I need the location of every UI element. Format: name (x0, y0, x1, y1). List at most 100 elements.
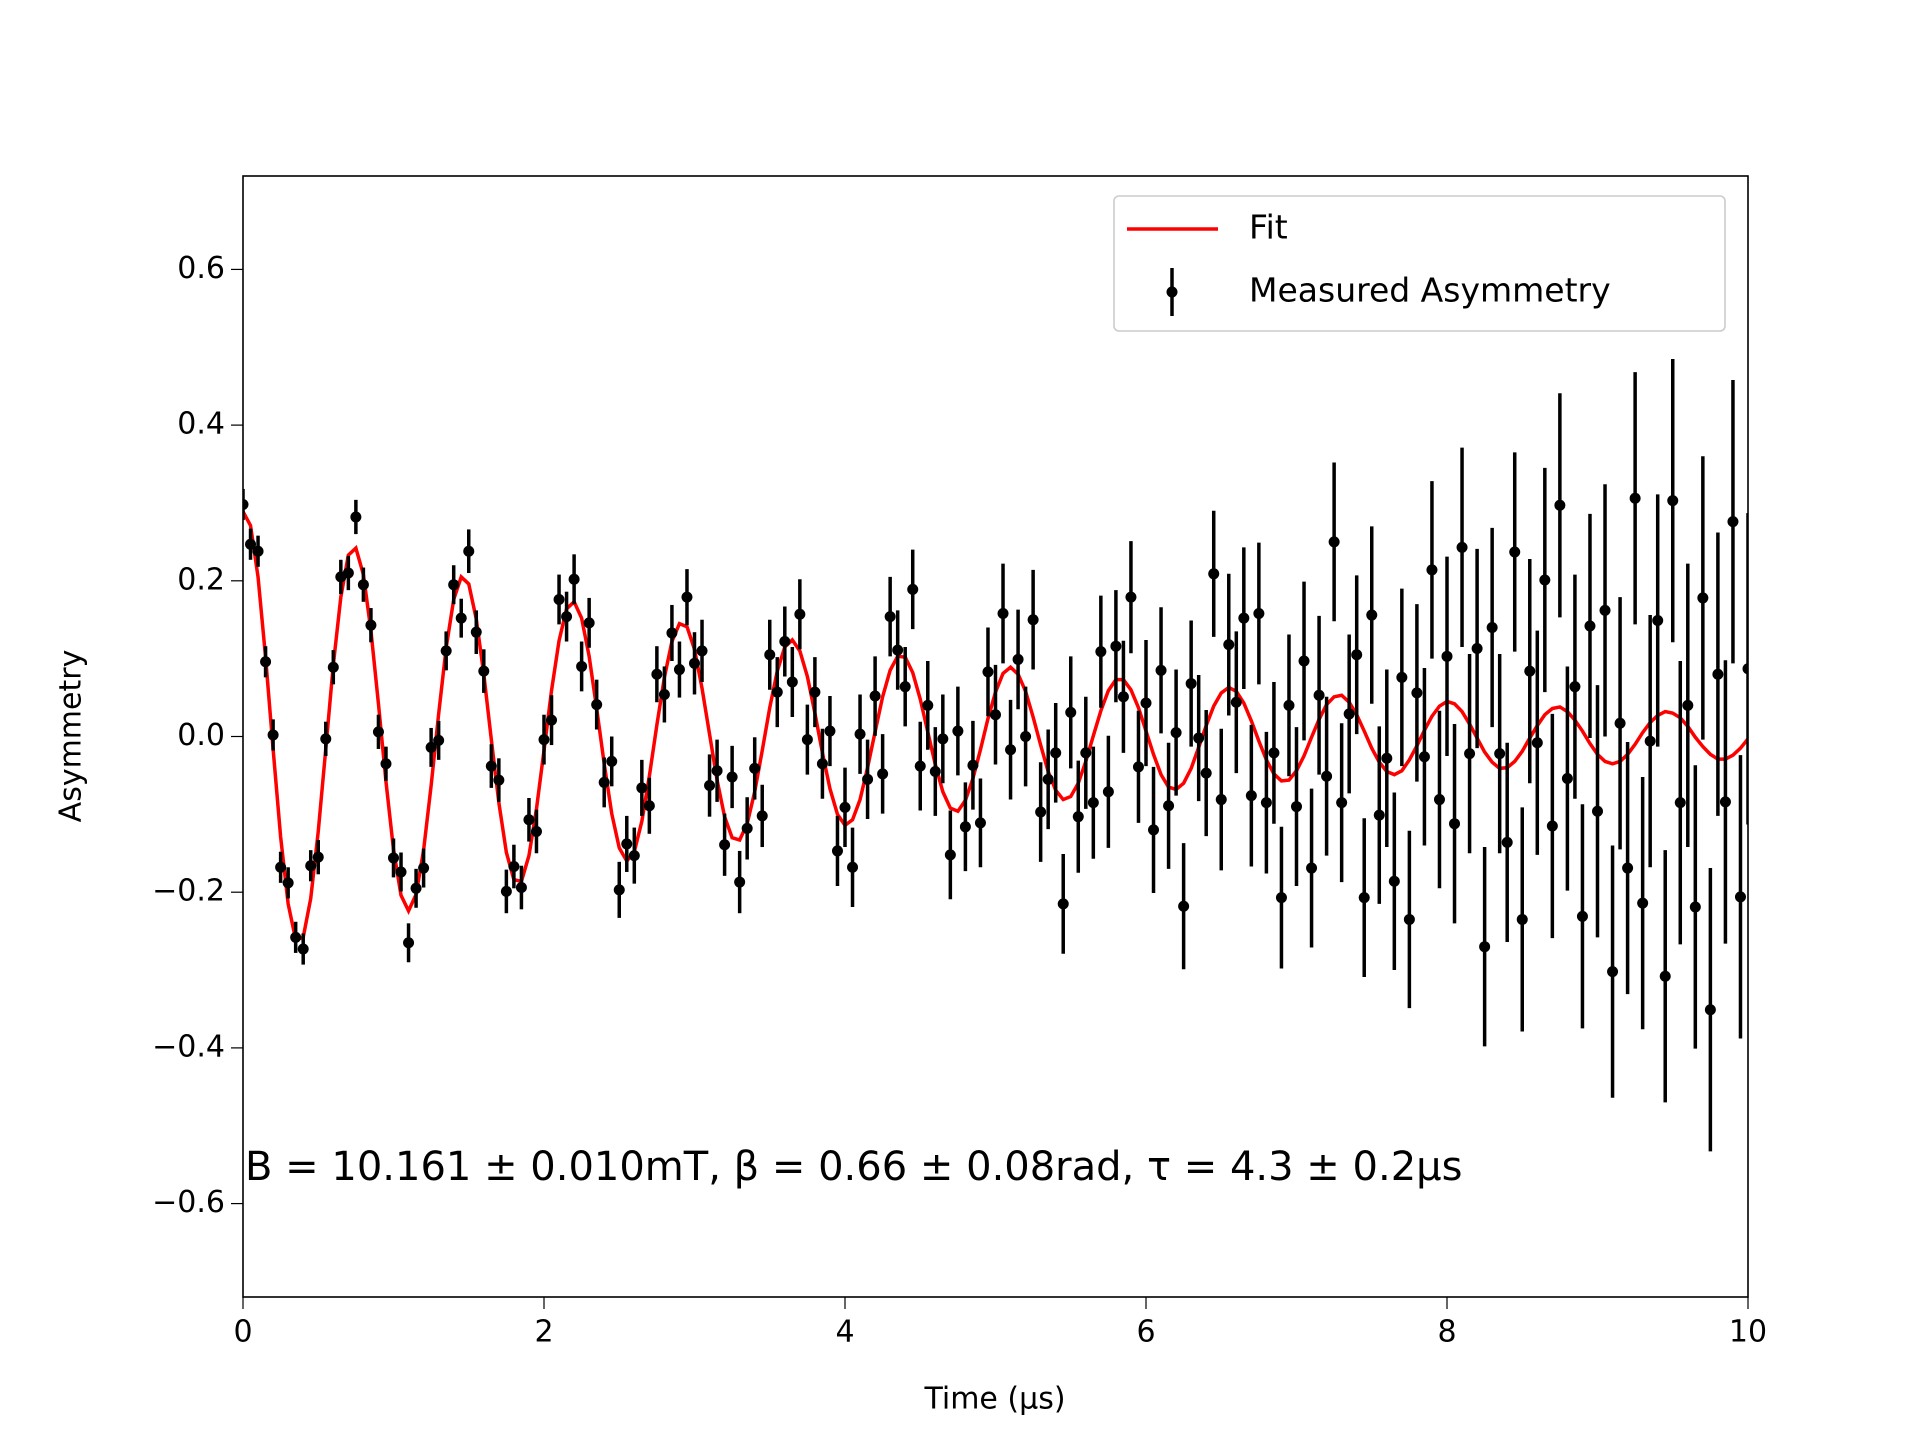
data-point (606, 755, 618, 767)
data-point (372, 726, 384, 738)
data-point (1539, 574, 1551, 586)
data-point (922, 699, 934, 711)
data-point (260, 656, 272, 668)
data-point (252, 545, 264, 557)
y-tick-label: −0.6 (152, 1185, 225, 1220)
data-point (1102, 786, 1114, 798)
x-tick-label: 0 (233, 1315, 252, 1350)
legend-label: Fit (1249, 208, 1288, 247)
data-point (478, 665, 490, 677)
data-point (425, 741, 437, 753)
legend-data-marker (1166, 286, 1178, 298)
data-point (816, 758, 828, 770)
plot-area (243, 358, 1748, 1152)
data-point (1208, 568, 1220, 580)
data-point (1464, 748, 1476, 760)
y-tick-label: −0.4 (152, 1029, 225, 1064)
data-point (1689, 901, 1701, 913)
data-point (929, 766, 941, 778)
data-point (613, 884, 625, 896)
data-point (1712, 668, 1724, 680)
data-point (1509, 546, 1521, 558)
data-point (1449, 818, 1461, 830)
data-point (1667, 495, 1679, 507)
data-point (1674, 797, 1686, 809)
data-point (1057, 898, 1069, 910)
data-point (463, 545, 475, 557)
data-point (937, 733, 949, 745)
x-axis-label: Time (μs) (923, 1382, 1065, 1417)
data-point (1042, 773, 1054, 785)
data-point (892, 644, 904, 656)
data-point (1471, 643, 1483, 655)
data-point (1125, 591, 1137, 603)
data-point (764, 649, 776, 661)
data-point (1132, 761, 1144, 773)
data-point (418, 862, 430, 874)
axes-frame (242, 175, 1749, 1298)
data-point (493, 774, 505, 786)
data-point (553, 593, 565, 605)
data-point (1426, 564, 1438, 576)
data-point (305, 860, 317, 872)
data-point (1554, 499, 1566, 511)
data-point (342, 567, 354, 579)
data-point (546, 714, 558, 726)
data-point (1388, 875, 1400, 887)
data-point (1456, 541, 1468, 553)
data-point (297, 943, 309, 955)
data-point (726, 771, 738, 783)
data-point (1095, 646, 1107, 658)
data-point (1012, 653, 1024, 665)
data-point (734, 876, 746, 888)
data-point (719, 839, 731, 851)
data-point (1659, 970, 1671, 982)
data-point (410, 882, 422, 894)
data-point (1321, 770, 1333, 782)
data-point (967, 759, 979, 771)
data-point (1561, 773, 1573, 785)
data-point (756, 810, 768, 822)
data-point (1155, 664, 1167, 676)
data-point (1185, 678, 1197, 690)
data-point (741, 822, 753, 834)
data-point (1328, 536, 1340, 548)
data-point (621, 838, 633, 850)
data-point (312, 851, 324, 863)
data-point (839, 801, 851, 813)
data-point (561, 611, 573, 623)
data-point (1087, 797, 1099, 809)
data-point (1381, 752, 1393, 764)
data-point (824, 725, 836, 737)
data-point (1050, 747, 1062, 759)
data-point (1607, 966, 1619, 978)
data-point (245, 538, 257, 550)
x-tick-label: 6 (1136, 1315, 1155, 1350)
data-point (1719, 796, 1731, 808)
data-point (1614, 717, 1626, 729)
data-point (538, 734, 550, 746)
data-point (320, 733, 332, 745)
data-point (1524, 665, 1536, 677)
data-point (1298, 655, 1310, 667)
data-point (1704, 1004, 1716, 1016)
data-point (1148, 824, 1160, 836)
data-point (959, 821, 971, 833)
data-point (1516, 913, 1528, 925)
data-point (1418, 751, 1430, 763)
y-axis-label: Asymmetry (54, 650, 89, 823)
data-point (1343, 708, 1355, 720)
data-point (854, 728, 866, 740)
data-point (1433, 794, 1445, 806)
data-point (1065, 706, 1077, 718)
data-point (433, 734, 445, 746)
data-point (1035, 806, 1047, 818)
data-point (455, 612, 467, 624)
data-point (794, 608, 806, 620)
data-point (914, 760, 926, 772)
data-point (831, 845, 843, 857)
data-point (907, 583, 919, 595)
data-point (952, 725, 964, 737)
y-tick-label: 0.6 (177, 251, 225, 286)
